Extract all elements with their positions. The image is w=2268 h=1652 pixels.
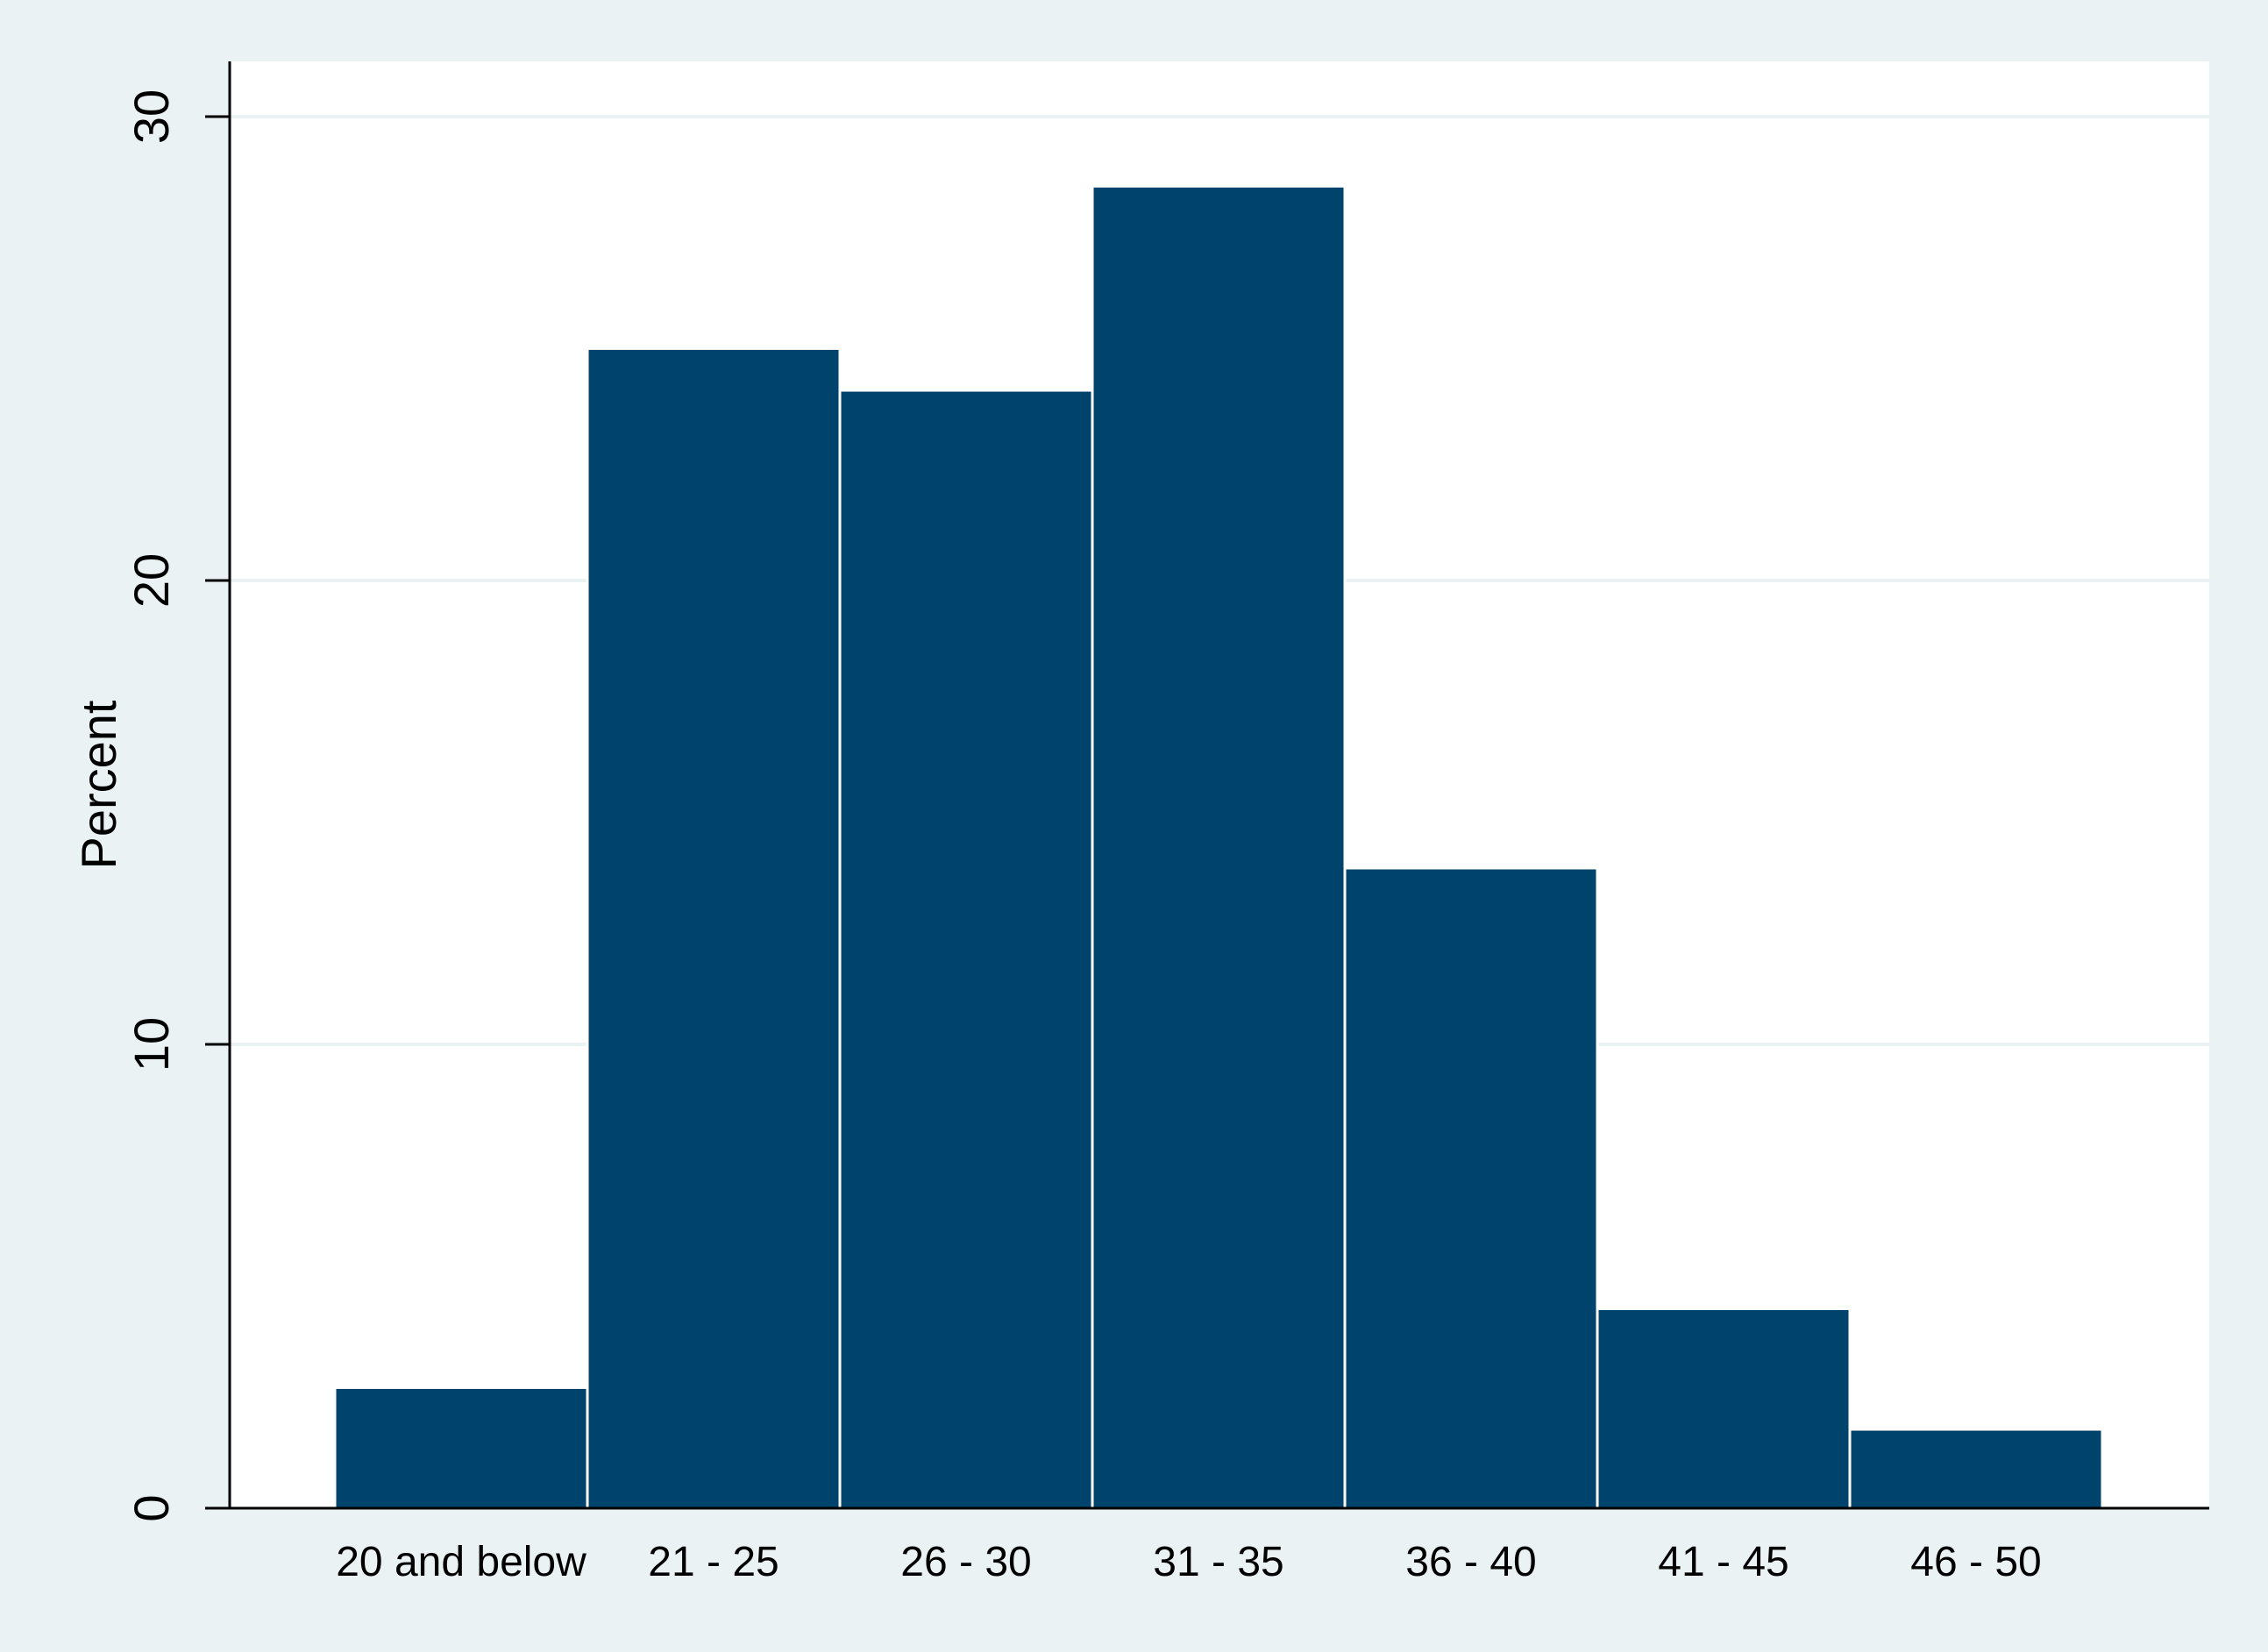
y-tick-label-20: 20 xyxy=(124,553,179,608)
x-tick-label-0: 20 and below xyxy=(336,1539,587,1585)
bar-4 xyxy=(1343,866,1599,1510)
x-tick-label-2: 26 - 30 xyxy=(900,1539,1031,1585)
y-axis-ticks: 0 10 20 30 xyxy=(124,89,230,1522)
x-axis-tick-labels: 20 and below 21 - 25 26 - 30 31 - 35 36 - 40… xyxy=(336,1539,2042,1585)
bar-2 xyxy=(838,388,1094,1510)
x-tick-label-3: 31 - 35 xyxy=(1153,1539,1283,1585)
x-tick-label-1: 21 - 25 xyxy=(648,1539,779,1585)
bar-0 xyxy=(333,1385,589,1510)
bar-6 xyxy=(1848,1428,2104,1510)
x-tick-label-6: 46 - 50 xyxy=(1910,1539,2041,1585)
y-tick-label-30: 30 xyxy=(124,89,179,144)
x-tick-label-4: 36 - 40 xyxy=(1405,1539,1536,1585)
x-tick-label-5: 41 - 45 xyxy=(1658,1539,1788,1585)
y-tick-label-0: 0 xyxy=(124,1494,179,1521)
bar-1 xyxy=(586,347,842,1510)
axes xyxy=(228,61,2209,1510)
bars xyxy=(333,184,2104,1510)
y-tick-label-10: 10 xyxy=(124,1017,179,1072)
y-axis-label: Percent xyxy=(71,700,126,869)
bar-3 xyxy=(1091,184,1347,1510)
bar-5 xyxy=(1596,1307,1852,1510)
